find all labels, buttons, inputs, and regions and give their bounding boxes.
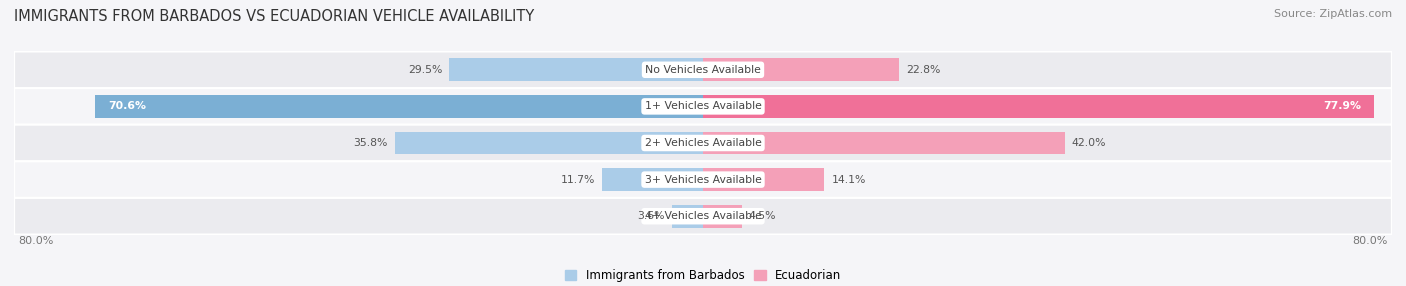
Text: 70.6%: 70.6% [108,102,146,111]
Text: 42.0%: 42.0% [1071,138,1107,148]
Text: No Vehicles Available: No Vehicles Available [645,65,761,75]
Bar [703,95,1374,118]
Text: 3+ Vehicles Available: 3+ Vehicles Available [644,175,762,184]
Bar [703,58,900,81]
FancyBboxPatch shape [14,198,1392,235]
Text: 11.7%: 11.7% [561,175,595,184]
Bar [395,132,703,154]
Text: 14.1%: 14.1% [831,175,866,184]
Text: 1+ Vehicles Available: 1+ Vehicles Available [644,102,762,111]
Bar [703,132,1064,154]
Text: 4.5%: 4.5% [748,211,776,221]
Bar [96,95,703,118]
Text: 22.8%: 22.8% [907,65,941,75]
Text: IMMIGRANTS FROM BARBADOS VS ECUADORIAN VEHICLE AVAILABILITY: IMMIGRANTS FROM BARBADOS VS ECUADORIAN V… [14,9,534,23]
Text: 35.8%: 35.8% [353,138,388,148]
FancyBboxPatch shape [14,125,1392,161]
Bar [703,205,742,228]
FancyBboxPatch shape [14,88,1392,125]
Text: 3.6%: 3.6% [637,211,665,221]
Bar [672,205,703,228]
Legend: Immigrants from Barbados, Ecuadorian: Immigrants from Barbados, Ecuadorian [560,265,846,286]
Text: 80.0%: 80.0% [1353,236,1388,246]
Bar [602,168,703,191]
Text: 80.0%: 80.0% [18,236,53,246]
Text: 4+ Vehicles Available: 4+ Vehicles Available [644,211,762,221]
FancyBboxPatch shape [14,51,1392,88]
Text: Source: ZipAtlas.com: Source: ZipAtlas.com [1274,9,1392,19]
Text: 77.9%: 77.9% [1323,102,1361,111]
Text: 29.5%: 29.5% [408,65,441,75]
FancyBboxPatch shape [14,161,1392,198]
Bar [703,168,824,191]
Text: 2+ Vehicles Available: 2+ Vehicles Available [644,138,762,148]
Bar [449,58,703,81]
